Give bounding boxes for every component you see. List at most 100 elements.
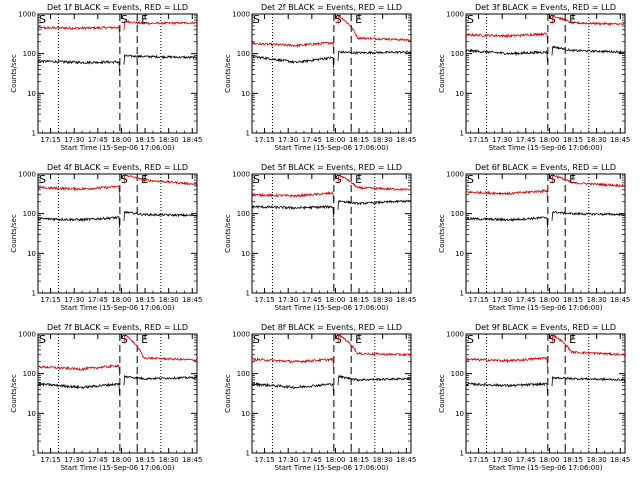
x-axis-label: Start Time (15-Sep-06 17:06:00) (489, 144, 603, 152)
x-tick-label: 18:00 (325, 456, 345, 464)
x-tick-label: 18:00 (111, 136, 131, 144)
plot-frame (37, 333, 198, 454)
y-tick-label: 100 (23, 370, 36, 378)
y-tick-label: 1000 (446, 11, 464, 19)
panel-title: Det 2f BLACK = Events, RED = LLD (261, 3, 402, 12)
y-tick-label: 1000 (18, 331, 36, 339)
x-tick-label: 18:30 (587, 136, 607, 144)
x-tick-label: 17:30 (278, 136, 298, 144)
lld-series-line (465, 188, 548, 202)
y-axis-label: Counts/sec (438, 374, 446, 413)
x-tick-label: 17:15 (255, 456, 275, 464)
x-axis-label: Start Time (15-Sep-06 17:06:00) (275, 304, 389, 312)
x-tick-label: 17:15 (469, 456, 489, 464)
events-series-line (551, 210, 625, 221)
y-tick-label: 100 (451, 370, 464, 378)
x-tick-label: 18:30 (587, 456, 607, 464)
lld-series-line (551, 173, 626, 188)
x-tick-label: 18:45 (610, 136, 630, 144)
x-tick-label: 17:45 (516, 296, 536, 304)
x-tick-label: 18:45 (182, 296, 202, 304)
y-axis-label: Counts/sec (224, 214, 232, 253)
x-axis-label: Start Time (15-Sep-06 17:06:00) (275, 144, 389, 152)
panel-title: Det 8f BLACK = Events, RED = LLD (261, 323, 402, 332)
events-series-line (123, 210, 198, 221)
x-tick-label: 18:30 (159, 296, 179, 304)
panel-4: Det 4f BLACK = Events, RED = LLD 1 10 100 10… (10, 163, 202, 312)
y-tick-label: 10 (241, 410, 250, 418)
y-tick-label: 100 (23, 210, 36, 218)
y-axis-label: Counts/sec (10, 54, 18, 93)
events-series-line (337, 374, 412, 386)
x-axis-label: Start Time (15-Sep-06 17:06:00) (489, 304, 603, 312)
x-tick-label: 18:15 (563, 136, 583, 144)
y-tick-label: 1000 (446, 171, 464, 179)
events-series-line (123, 54, 197, 65)
lld-series-line (123, 334, 198, 362)
x-tick-label: 17:30 (64, 296, 84, 304)
y-tick-label: 1000 (232, 331, 250, 339)
y-tick-label: 1 (460, 130, 464, 138)
x-tick-label: 17:15 (255, 136, 275, 144)
lld-series-line (251, 190, 334, 204)
x-axis-label: Start Time (15-Sep-06 17:06:00) (61, 464, 175, 472)
y-axis-label: Counts/sec (224, 374, 232, 413)
lld-series-line (251, 41, 334, 53)
x-tick-label: 18:15 (135, 296, 155, 304)
end-marker: E (569, 333, 576, 346)
y-tick-label: 10 (241, 250, 250, 258)
plot-frame (465, 333, 626, 454)
lld-series-line (37, 25, 120, 38)
panel-1: Det 1f BLACK = Events, RED = LLD 1 10 100 10… (10, 3, 202, 152)
panel-title: Det 9f BLACK = Events, RED = LLD (475, 323, 616, 332)
events-series-line (37, 215, 120, 228)
lld-series-line (37, 364, 120, 376)
end-marker: E (141, 333, 148, 346)
x-tick-label: 17:45 (302, 456, 322, 464)
panel-title: Det 6f BLACK = Events, RED = LLD (475, 163, 616, 172)
x-axis-label: Start Time (15-Sep-06 17:06:00) (489, 464, 603, 472)
x-tick-label: 17:45 (302, 296, 322, 304)
events-series-line (37, 381, 120, 395)
x-tick-label: 18:00 (111, 296, 131, 304)
start-marker: S (39, 13, 46, 26)
y-tick-label: 1 (246, 130, 250, 138)
start-marker: S (467, 173, 474, 186)
lld-series-line (251, 357, 334, 370)
plot-frame (465, 13, 626, 134)
start-marker: S (253, 173, 260, 186)
x-tick-label: 18:45 (610, 456, 630, 464)
x-axis-label: Start Time (15-Sep-06 17:06:00) (61, 144, 175, 152)
plot-frame (465, 173, 626, 294)
events-series-line (551, 376, 626, 387)
x-tick-label: 18:00 (539, 296, 559, 304)
x-tick-label: 18:15 (349, 136, 369, 144)
x-tick-label: 18:15 (563, 296, 583, 304)
x-tick-label: 17:15 (41, 456, 61, 464)
x-tick-label: 18:30 (373, 136, 393, 144)
lld-series-line (551, 15, 625, 27)
x-tick-label: 17:45 (516, 456, 536, 464)
lld-series-line (465, 356, 548, 369)
events-series-line (123, 374, 198, 386)
y-tick-label: 10 (241, 90, 250, 98)
start-marker: S (467, 333, 474, 346)
panel-title: Det 4f BLACK = Events, RED = LLD (47, 163, 188, 172)
y-tick-label: 1000 (232, 11, 250, 19)
x-tick-label: 17:15 (255, 296, 275, 304)
lld-series-line (123, 19, 198, 31)
x-tick-label: 17:30 (278, 456, 298, 464)
lld-series-line (551, 333, 626, 357)
events-series-line (337, 199, 412, 210)
y-tick-label: 1 (32, 290, 36, 298)
x-tick-label: 17:30 (492, 456, 512, 464)
x-tick-label: 18:15 (135, 136, 155, 144)
y-tick-label: 100 (23, 50, 36, 58)
y-axis-label: Counts/sec (10, 214, 18, 253)
lld-series-line (337, 173, 412, 192)
events-series-line (465, 381, 548, 395)
y-tick-label: 1 (460, 450, 464, 458)
x-tick-label: 17:45 (88, 456, 108, 464)
plot-frame (37, 173, 198, 294)
y-tick-label: 10 (455, 250, 464, 258)
